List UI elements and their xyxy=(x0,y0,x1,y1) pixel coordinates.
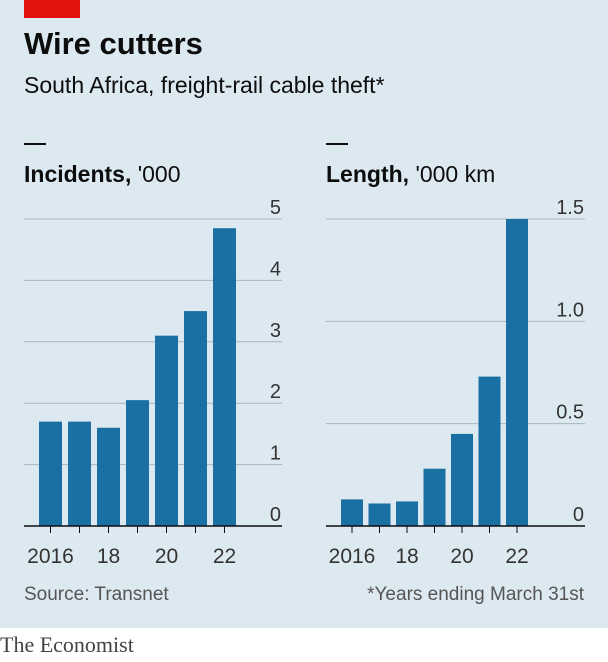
panel-1-x-tick-label: 20 xyxy=(155,545,178,568)
footnote: *Years ending March 31st xyxy=(367,584,584,605)
panel-1-y-tick-label: 5 xyxy=(270,197,281,219)
panel-1-y-tick-label: 3 xyxy=(270,320,281,342)
panel-2-bar-2016 xyxy=(341,499,363,526)
panel-1-bar-2018 xyxy=(97,427,120,526)
panel-1-bar-2022 xyxy=(213,228,236,526)
panel-2-bar-2019 xyxy=(423,468,446,526)
panel-2-bar-2022 xyxy=(506,219,528,526)
panel-2-title: Length, '000 km xyxy=(326,161,495,187)
panel-1-x-tick-label: 22 xyxy=(213,545,236,568)
panel-2-title-label: Length, xyxy=(326,161,415,187)
panel-1-bar-2019 xyxy=(126,400,149,526)
panel-1-bar-2021 xyxy=(184,311,207,526)
chart-subtitle: South Africa, freight-rail cable theft* xyxy=(24,72,385,98)
publisher-brand: The Economist xyxy=(0,632,134,657)
charts-svg: Incidents, '000 0 1 2 3 4 5 2016 18 20 22 Length, '… xyxy=(24,143,585,568)
panel-2-bar-2017 xyxy=(368,503,391,526)
panel-1-x-tick-label: 2016 xyxy=(27,545,74,568)
panel-1-bar-2017 xyxy=(68,421,91,526)
panel-1-y-tick-label: 2 xyxy=(270,381,281,403)
panel-2-x-tick-label: 2016 xyxy=(329,545,376,568)
panel-1-title-unit: '000 xyxy=(138,161,181,187)
panel-1-y-tick-label: 0 xyxy=(270,504,281,526)
panel-2-title-unit: '000 km xyxy=(415,161,495,187)
panel-2-x-tick-label: 18 xyxy=(395,545,418,568)
panel-2-bar-2018 xyxy=(396,501,418,526)
panel-2-y-tick-label: 1.5 xyxy=(556,197,584,219)
panel-2-y-tick-label: 0.5 xyxy=(556,402,584,424)
source-note: Source: Transnet xyxy=(24,584,169,605)
panel-2-y-tick-label: 1.0 xyxy=(556,299,584,321)
panel-1-title-label: Incidents, xyxy=(24,161,138,187)
panel-2-bar-2021 xyxy=(478,376,501,526)
panel-1-x-tick-label: 18 xyxy=(97,545,120,568)
chart-title: Wire cutters xyxy=(24,26,203,61)
panel-1-bar-2020 xyxy=(155,335,178,526)
panel-2-x-tick-label: 20 xyxy=(450,545,473,568)
brand-red-tag xyxy=(24,0,80,18)
panel-1-y-tick-label: 4 xyxy=(270,258,281,280)
panel-1-y-tick-label: 1 xyxy=(270,443,281,465)
panel-2-y-tick-label: 0 xyxy=(573,504,584,526)
panel-2-bar-2020 xyxy=(451,433,473,526)
panel-2-x-tick-label: 22 xyxy=(505,545,528,568)
panel-1-bar-2016 xyxy=(39,421,62,526)
panel-1-title: Incidents, '000 xyxy=(24,161,181,187)
